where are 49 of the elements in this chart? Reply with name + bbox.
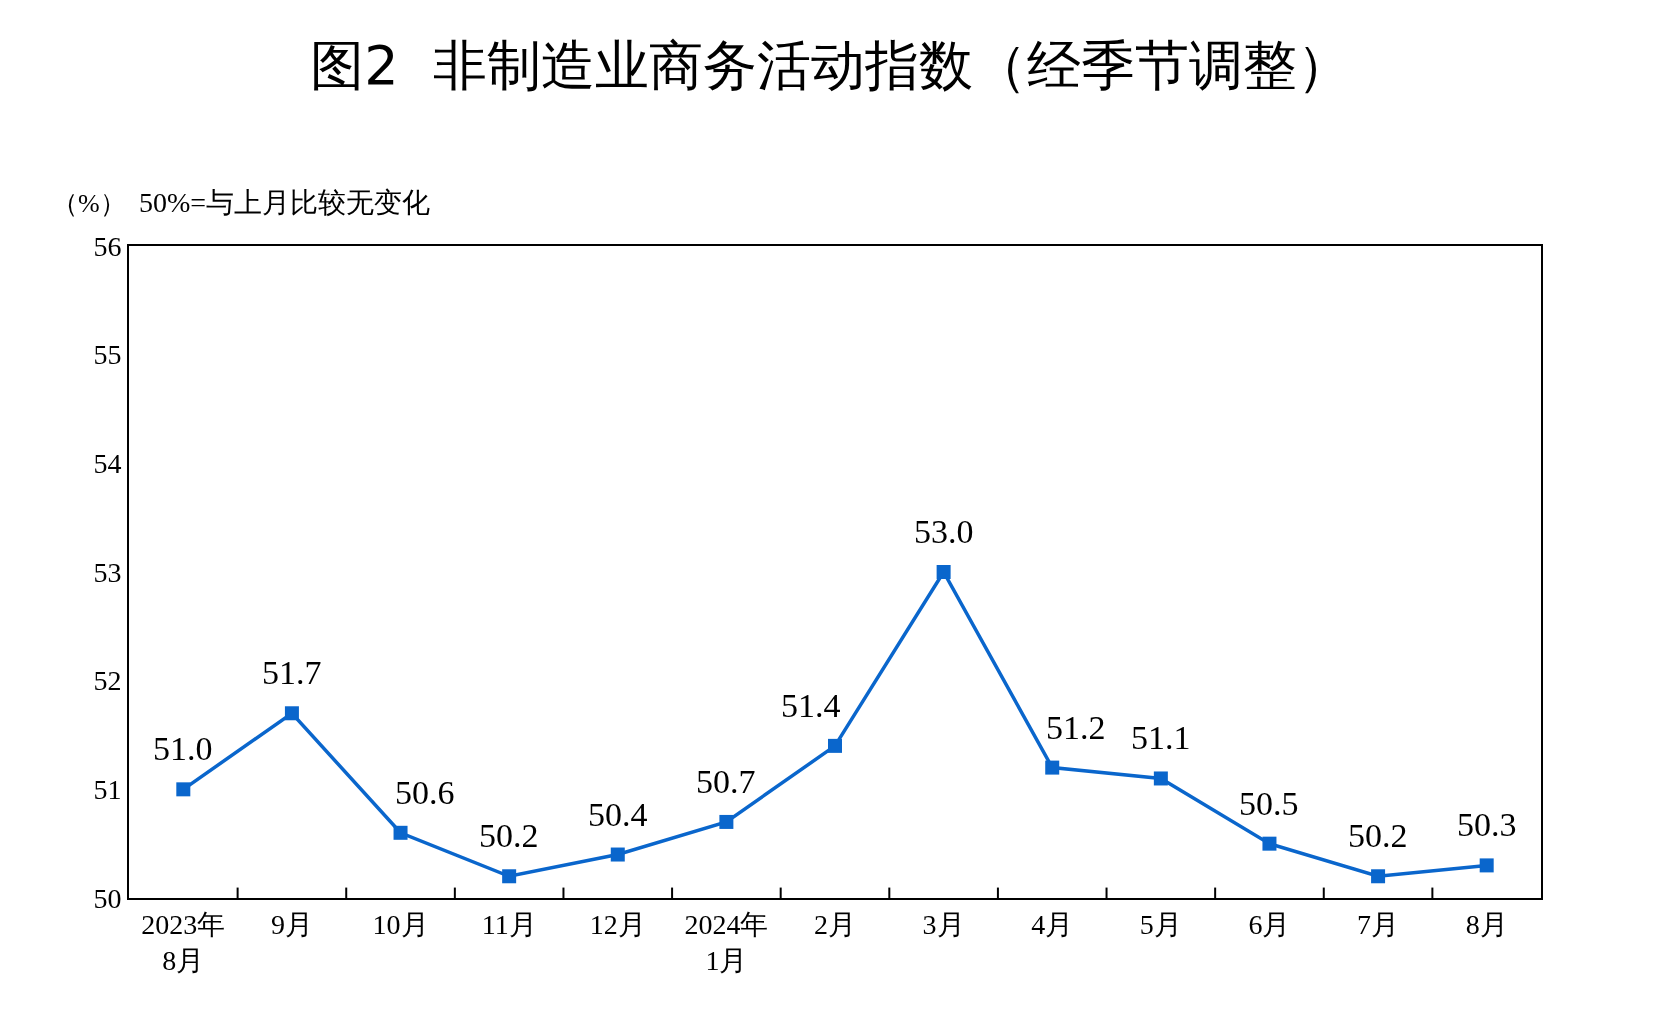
y-tick-label: 56 xyxy=(93,230,122,262)
x-tick-label: 3月 xyxy=(922,908,965,940)
data-label: 53.0 xyxy=(914,513,974,550)
y-tick-label: 53 xyxy=(93,556,122,588)
point xyxy=(1262,836,1277,851)
point xyxy=(610,847,625,862)
point xyxy=(828,738,842,753)
chart-title: 图2 非制造业商务活动指数（经季节调整） xyxy=(310,34,1351,98)
data-label: 50.6 xyxy=(395,774,455,811)
data-label: 51.7 xyxy=(262,654,322,691)
y-tick-label: 52 xyxy=(93,665,122,697)
x-tick-label: 2023年 8月 xyxy=(141,908,226,976)
data-label: 50.5 xyxy=(1239,785,1299,822)
point xyxy=(1479,858,1494,873)
x-tick-label: 10月 xyxy=(372,908,429,940)
point xyxy=(393,825,408,840)
data-label: 50.2 xyxy=(479,817,539,854)
data-label: 50.2 xyxy=(1348,817,1408,854)
y-axis-title: （%） xyxy=(52,189,126,218)
x-tick-label: 6月 xyxy=(1248,908,1291,940)
data-label: 51.4 xyxy=(781,687,841,724)
x-tick-label: 9月 xyxy=(270,908,313,940)
x-tick-label: 5月 xyxy=(1139,908,1182,940)
data-label: 50.7 xyxy=(696,763,756,800)
data-label: 51.0 xyxy=(153,730,213,767)
x-tick-label: 4月 xyxy=(1031,908,1074,940)
point xyxy=(1045,760,1060,775)
point xyxy=(936,565,951,579)
y-tick-label: 50 xyxy=(93,882,122,914)
point xyxy=(719,814,734,829)
data-label: 51.1 xyxy=(1131,719,1191,756)
point xyxy=(502,869,517,884)
y-tick-label: 54 xyxy=(93,448,122,480)
point xyxy=(176,782,191,797)
point xyxy=(284,706,299,721)
y-tick-label: 51 xyxy=(93,774,122,806)
x-tick-label: 2024年 1月 xyxy=(684,908,769,976)
text: 50%=与上月比较无变化 xyxy=(139,187,431,218)
data-label: 50.3 xyxy=(1457,806,1517,843)
x-tick-label: 12月 xyxy=(589,908,646,940)
x-tick-label: 8月 xyxy=(1465,908,1508,940)
point xyxy=(1371,869,1386,884)
x-tick-label: 11月 xyxy=(481,908,537,940)
x-tick-label: 7月 xyxy=(1357,908,1400,940)
y-tick-label: 55 xyxy=(93,339,122,371)
data-label: 50.4 xyxy=(588,796,648,833)
point xyxy=(1153,771,1168,786)
data-label: 51.2 xyxy=(1046,709,1106,746)
x-tick-label: 2月 xyxy=(814,908,856,940)
